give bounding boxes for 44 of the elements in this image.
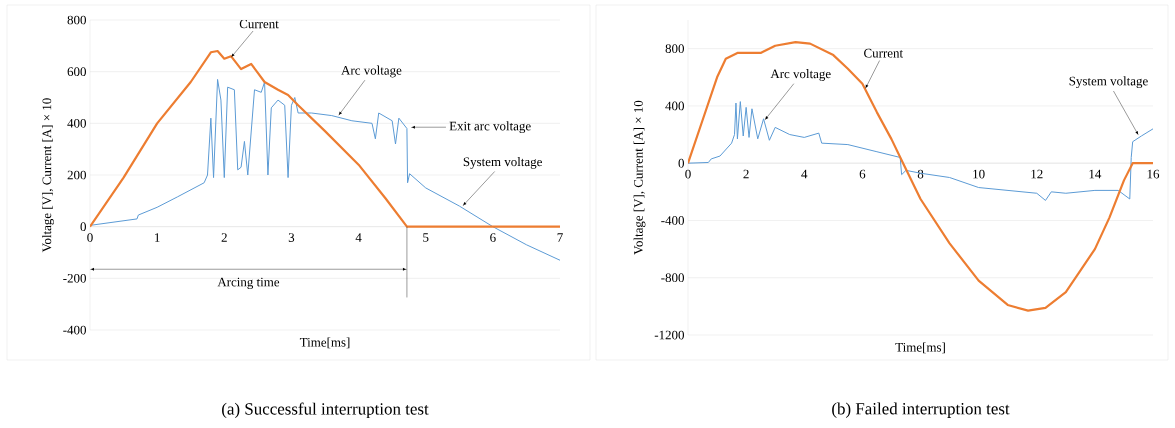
ref-line-label: Arcing time [217, 277, 280, 290]
y-tick-label: 200 [67, 170, 86, 180]
annotation: System voltage [1069, 76, 1148, 89]
text: (b) Failed interruption test [832, 402, 1010, 418]
x-tick-label: 10 [973, 169, 985, 179]
x-tick-label: 4 [355, 233, 362, 242]
x-axis-title: Time[ms] [895, 342, 945, 354]
x-tick-label: 5 [423, 233, 429, 242]
x-tick-label: 6 [490, 233, 496, 242]
y-tick-label: 800 [67, 15, 86, 25]
y-tick-label: 800 [665, 44, 684, 54]
x-tick-label: 4 [801, 169, 808, 179]
y-tick-label: -400 [661, 216, 684, 225]
x-tick-label: 3 [288, 233, 295, 242]
y-tick-label: 0 [678, 158, 684, 168]
annotation: Current [864, 48, 903, 58]
y-tick-label: 0 [80, 222, 86, 232]
x-tick-label: 2 [743, 169, 749, 179]
y-tick-label: -200 [63, 273, 86, 283]
annotation: Exit arc voltage [449, 121, 531, 134]
y-tick-label: 400 [665, 101, 684, 111]
x-tick-label: 14 [1089, 169, 1102, 179]
text: (a) Successful interruption test [222, 402, 429, 419]
x-tick-label: 1 [155, 233, 160, 242]
annotation: Current [239, 19, 279, 29]
x-tick-label: 0 [685, 169, 691, 179]
y-tick-label: 600 [67, 67, 86, 77]
y-tick-label: 400 [67, 118, 86, 128]
annotation: System voltage [463, 157, 542, 169]
y-axis-title: Voltage [V], Current [A] × 10 [633, 100, 646, 255]
annotation: Arc voltage [341, 65, 402, 78]
x-tick-label: 2 [221, 233, 227, 242]
annotation: Arc voltage [770, 69, 831, 81]
x-tick-label: 16 [1147, 169, 1160, 179]
x-axis-title: Time[ms] [299, 337, 350, 349]
x-tick-label: 6 [859, 169, 866, 179]
x-tick-label: 0 [87, 233, 93, 242]
y-tick-label: -1200 [654, 330, 684, 340]
x-tick-label: 12 [1031, 169, 1043, 179]
x-tick-label: 7 [557, 233, 563, 242]
y-tick-label: -400 [63, 325, 86, 335]
y-tick-label: -800 [661, 273, 684, 283]
y-axis-title: Voltage [V], Current [A] × 10 [42, 98, 54, 253]
x-tick-label: 8 [917, 169, 924, 179]
